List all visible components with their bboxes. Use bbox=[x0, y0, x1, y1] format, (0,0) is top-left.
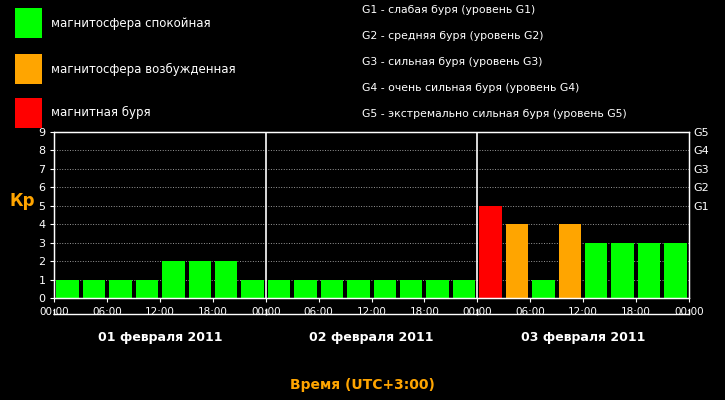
Bar bbox=[162, 261, 185, 298]
Bar bbox=[294, 280, 317, 298]
Bar bbox=[14, 8, 42, 38]
Bar bbox=[532, 280, 555, 298]
Text: магнитосфера возбужденная: магнитосфера возбужденная bbox=[51, 63, 236, 76]
Bar bbox=[479, 206, 502, 298]
Bar bbox=[57, 280, 79, 298]
Text: G2 - средняя буря (уровень G2): G2 - средняя буря (уровень G2) bbox=[362, 31, 544, 41]
Bar bbox=[268, 280, 290, 298]
Text: G1 - слабая буря (уровень G1): G1 - слабая буря (уровень G1) bbox=[362, 6, 536, 16]
Bar bbox=[14, 54, 42, 84]
Bar bbox=[136, 280, 158, 298]
Bar bbox=[638, 243, 660, 298]
Bar bbox=[453, 280, 476, 298]
Text: G3 - сильная буря (уровень G3): G3 - сильная буря (уровень G3) bbox=[362, 57, 543, 67]
Text: магнитосфера спокойная: магнитосфера спокойная bbox=[51, 17, 210, 30]
Bar bbox=[373, 280, 396, 298]
Bar bbox=[585, 243, 608, 298]
Bar bbox=[400, 280, 423, 298]
Text: G4 - очень сильная буря (уровень G4): G4 - очень сильная буря (уровень G4) bbox=[362, 83, 580, 93]
Y-axis label: Кр: Кр bbox=[10, 192, 36, 210]
Text: магнитная буря: магнитная буря bbox=[51, 106, 150, 120]
Bar bbox=[83, 280, 105, 298]
Bar bbox=[109, 280, 132, 298]
Bar bbox=[14, 98, 42, 128]
Text: 01 февраля 2011: 01 февраля 2011 bbox=[98, 332, 223, 344]
Bar bbox=[215, 261, 237, 298]
Bar bbox=[188, 261, 211, 298]
Text: G5 - экстремально сильная буря (уровень G5): G5 - экстремально сильная буря (уровень … bbox=[362, 109, 627, 119]
Bar bbox=[241, 280, 264, 298]
Bar bbox=[506, 224, 529, 298]
Bar bbox=[320, 280, 343, 298]
Bar bbox=[426, 280, 449, 298]
Bar bbox=[558, 224, 581, 298]
Bar bbox=[347, 280, 370, 298]
Text: 03 февраля 2011: 03 февраля 2011 bbox=[521, 332, 645, 344]
Bar bbox=[611, 243, 634, 298]
Text: 02 февраля 2011: 02 февраля 2011 bbox=[310, 332, 434, 344]
Bar bbox=[664, 243, 687, 298]
Text: Время (UTC+3:00): Время (UTC+3:00) bbox=[290, 378, 435, 392]
